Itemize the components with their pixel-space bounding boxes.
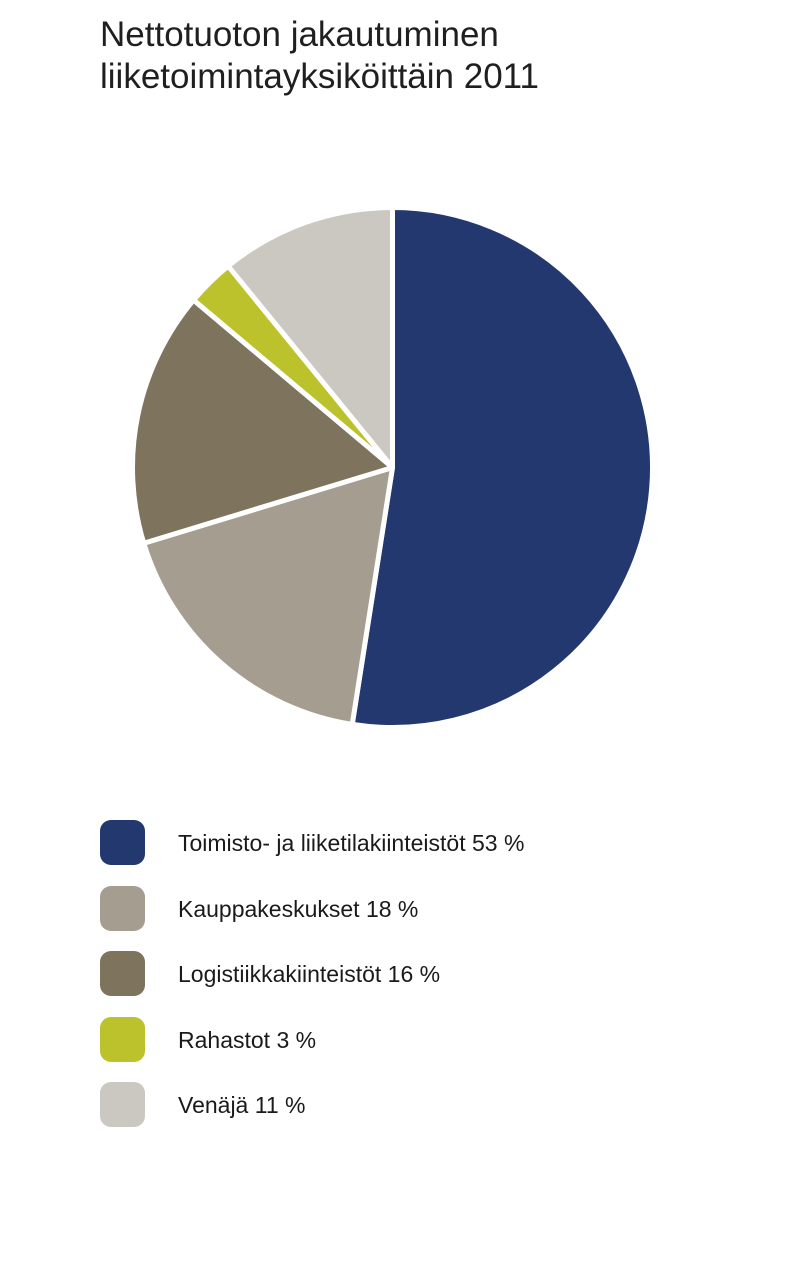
chart-title: Nettotuoton jakautuminen liiketoimintayk… bbox=[100, 14, 750, 98]
pie-slice-logistiikka bbox=[130, 297, 395, 546]
pie-slice-kauppakeskukset bbox=[141, 465, 395, 727]
legend-item-kauppakeskukset: Kauppakeskukset 18 % bbox=[100, 886, 700, 932]
pie-slice-toimisto bbox=[349, 205, 655, 730]
legend-swatch-logistiikka bbox=[100, 951, 145, 996]
legend-item-venaja: Venäjä 11 % bbox=[100, 1082, 700, 1128]
legend-item-rahastot: Rahastot 3 % bbox=[100, 1017, 700, 1063]
legend-item-toimisto: Toimisto- ja liiketilakiinteistöt 53 % bbox=[100, 820, 700, 866]
legend-label-kauppakeskukset: Kauppakeskukset 18 % bbox=[178, 896, 419, 922]
chart-title-line-1: Nettotuoton jakautuminen bbox=[100, 15, 499, 54]
chart-title-line-2: liiketoimintayksiköittäin 2011 bbox=[100, 57, 540, 96]
pie-chart bbox=[130, 205, 655, 730]
legend-label-rahastot: Rahastot 3 % bbox=[178, 1027, 317, 1053]
legend-label-venaja: Venäjä 11 % bbox=[178, 1092, 306, 1118]
legend-label-logistiikka: Logistiikkakiinteistöt 16 % bbox=[178, 961, 441, 987]
legend-swatch-kauppakeskukset bbox=[100, 886, 145, 931]
legend-swatch-toimisto bbox=[100, 820, 145, 865]
pie-slice-venaja bbox=[225, 205, 395, 470]
legend-item-logistiikka: Logistiikkakiinteistöt 16 % bbox=[100, 951, 700, 997]
legend-swatch-venaja bbox=[100, 1082, 145, 1127]
legend-swatch-rahastot bbox=[100, 1017, 145, 1062]
legend-label-toimisto: Toimisto- ja liiketilakiinteistöt 53 % bbox=[178, 830, 525, 856]
